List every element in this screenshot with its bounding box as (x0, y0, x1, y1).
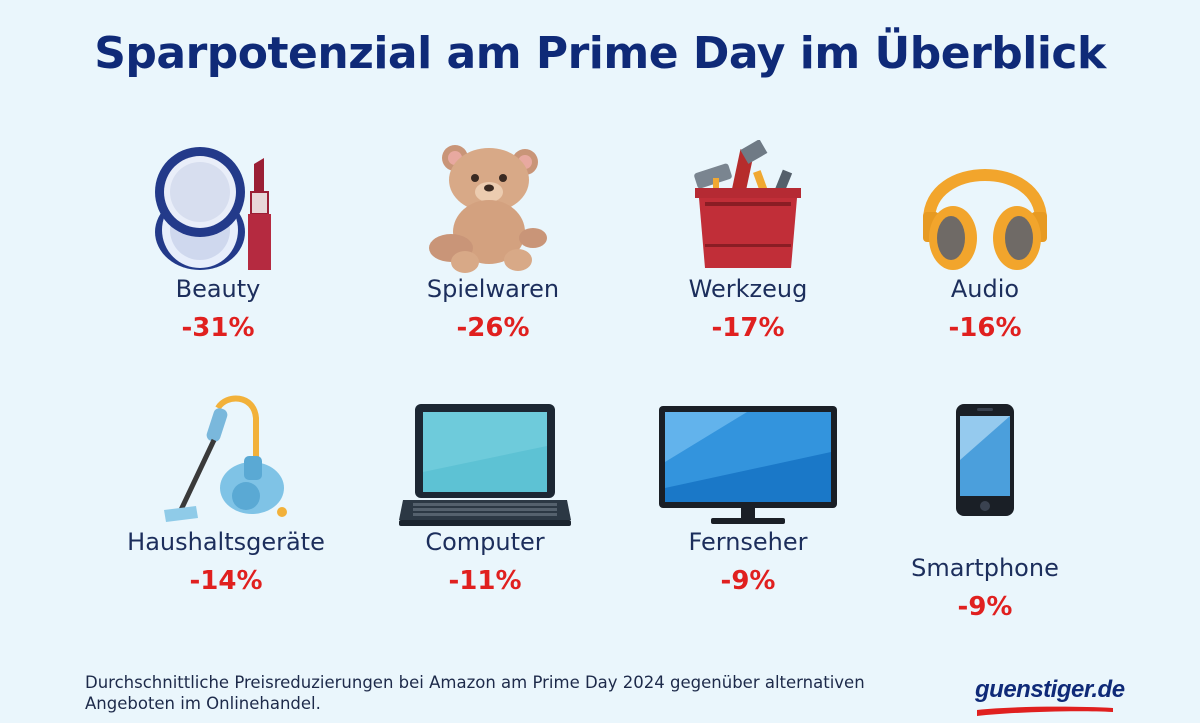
discount-value: -14% (189, 566, 263, 596)
category-label: Haushaltsgeräte (127, 528, 325, 556)
category-fernseher: Fernseher -9% (608, 402, 888, 596)
compact-lipstick-icon (155, 147, 271, 270)
headphones-icon (923, 169, 1047, 270)
page-title: Sparpotenzial am Prime Day im Überblick (94, 28, 1106, 79)
category-computer: Computer -11% (345, 402, 625, 596)
category-beauty: Beauty -31% (78, 140, 358, 343)
category-smartphone: Smartphone -9% (845, 402, 1125, 622)
category-spielwaren: Spielwaren -26% (353, 140, 633, 343)
category-label: Computer (425, 528, 545, 556)
discount-value: -17% (711, 313, 785, 343)
category-label: Beauty (175, 275, 261, 303)
category-label: Audio (950, 275, 1020, 303)
category-label: Spielwaren (426, 275, 560, 303)
logo-swoosh-icon (977, 706, 1113, 716)
vacuum-cleaner-icon (164, 395, 287, 522)
category-label: Fernseher (688, 528, 808, 556)
discount-value: -9% (720, 566, 776, 596)
discount-value: -16% (948, 313, 1022, 343)
category-audio: Audio -16% (845, 140, 1125, 343)
logo-text: guenstiger.de (975, 676, 1125, 703)
discount-value: -11% (448, 566, 522, 596)
discount-value: -26% (456, 313, 530, 343)
discount-value: -9% (957, 592, 1013, 622)
teddy-bear-icon (429, 145, 547, 273)
television-icon (659, 406, 837, 524)
category-label: Smartphone (911, 554, 1059, 582)
category-label: Werkzeug (688, 275, 808, 303)
discount-value: -31% (181, 313, 255, 343)
footnote: Durchschnittliche Preisreduzierungen bei… (85, 673, 865, 713)
toolbox-icon (694, 140, 801, 268)
laptop-icon (399, 404, 571, 526)
smartphone-icon (956, 404, 1014, 516)
category-haushaltsgeraete: Haushaltsgeräte -14% (86, 392, 366, 596)
brand-logo: guenstiger.de (975, 676, 1125, 723)
category-werkzeug: Werkzeug -17% (608, 140, 888, 343)
